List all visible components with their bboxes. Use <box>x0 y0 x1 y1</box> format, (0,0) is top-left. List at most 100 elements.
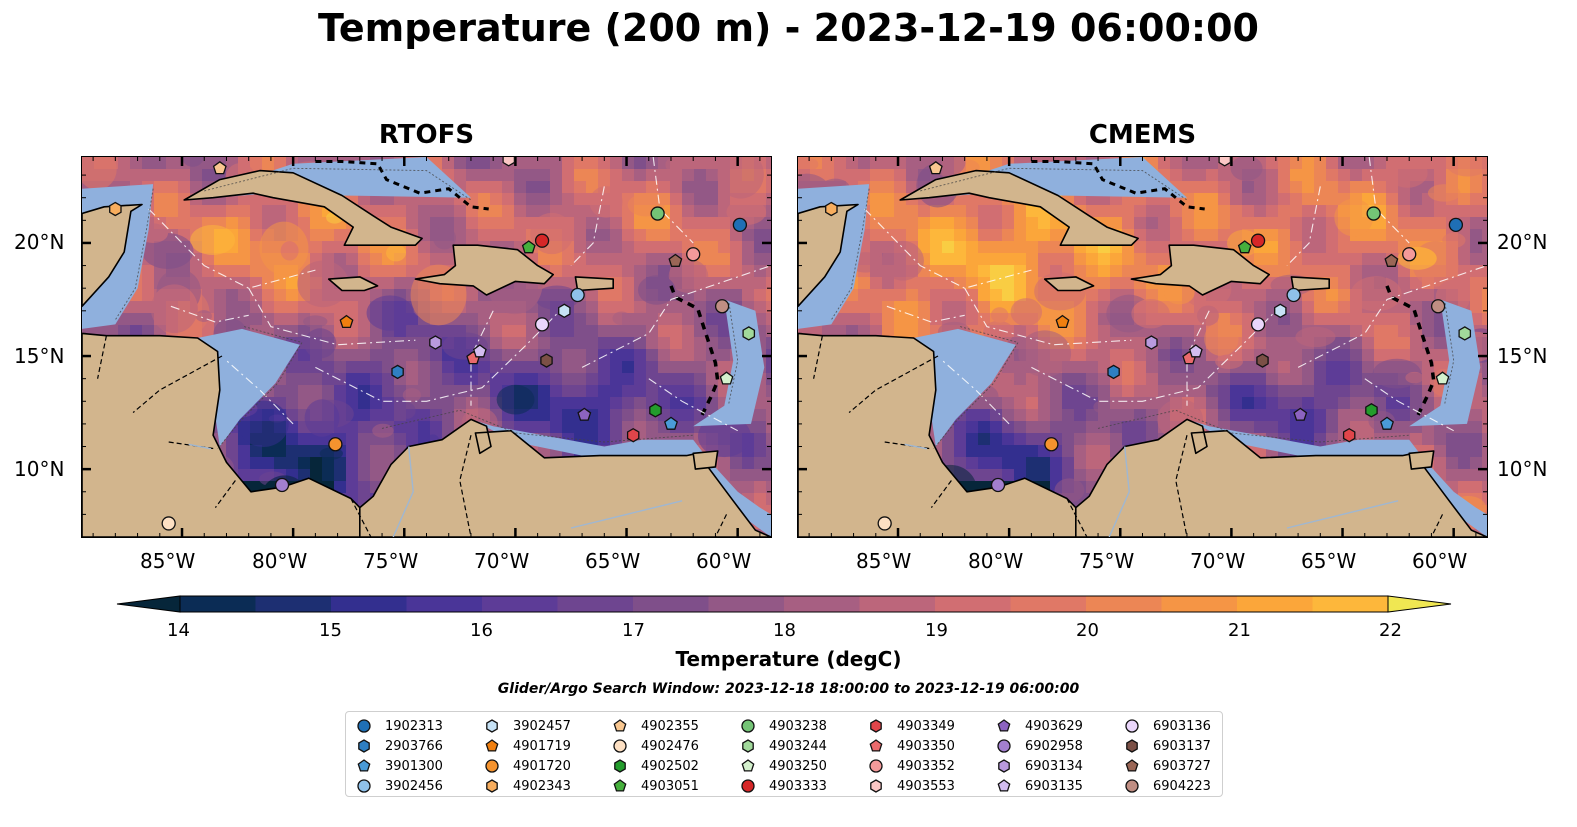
float-marker-3902456 <box>570 287 585 303</box>
hexagon-marker-icon <box>742 739 754 753</box>
legend-item: 6903727 <box>1124 756 1211 776</box>
colorbar-bin <box>1312 596 1389 612</box>
float-marker-4902355 <box>928 160 943 175</box>
pentagon-marker-icon <box>869 739 883 752</box>
float-marker-4902502 <box>649 403 662 418</box>
lon-label: 65°W <box>1301 549 1357 573</box>
legend-label: 4903352 <box>897 758 955 774</box>
lon-label: 85°W <box>140 549 196 573</box>
map-panel-cmems[interactable] <box>797 156 1488 538</box>
hexagon-marker-icon <box>486 719 498 733</box>
float-marker-4902343 <box>825 201 838 217</box>
float-marker-4901719 <box>1055 314 1070 329</box>
float-marker-4902476 <box>877 516 892 531</box>
float-markers <box>825 157 1472 531</box>
float-marker-4901720 <box>1044 437 1059 452</box>
legend-label: 4903553 <box>897 778 955 794</box>
legend-label: 4902476 <box>641 738 699 754</box>
legend-label: 4902343 <box>513 778 571 794</box>
pentagon-marker-icon <box>613 779 627 792</box>
pentagon-marker-icon <box>613 719 627 732</box>
legend-label: 4903629 <box>1025 718 1083 734</box>
pentagon-marker-icon <box>485 739 499 752</box>
float-marker-3902457 <box>1274 303 1287 319</box>
circle-marker-icon <box>741 779 755 793</box>
legend-label: 6903135 <box>1025 778 1083 794</box>
hexagon-marker-icon <box>486 779 498 793</box>
legend-label: 3902457 <box>513 718 571 734</box>
colorbar-tick-label: 16 <box>470 620 493 641</box>
colorbar-tick-label: 18 <box>773 620 796 641</box>
lon-label: 70°W <box>474 549 530 573</box>
float-marker-4901719 <box>339 314 354 329</box>
float-marker-4902343 <box>109 201 122 217</box>
legend-item: 6903135 <box>996 776 1083 796</box>
float-marker-4903349 <box>626 427 640 443</box>
legend-label: 4902355 <box>641 718 699 734</box>
colorbar-tick-label: 20 <box>1076 620 1099 641</box>
float-marker-3901300 <box>1380 416 1394 430</box>
float-marker-4903051 <box>521 240 536 254</box>
legend-label: 4903350 <box>897 738 955 754</box>
float-marker-4903629 <box>1293 407 1308 421</box>
legend-label: 4901720 <box>513 758 571 774</box>
float-marker-4903244 <box>1458 326 1472 341</box>
legend-label: 4903051 <box>641 778 699 794</box>
colorbar-over-triangle <box>1387 595 1452 613</box>
float-marker-6903727 <box>1384 253 1399 267</box>
legend-item: 6903137 <box>1124 736 1211 756</box>
colorbar-frame <box>179 595 1389 613</box>
legend-label: 2903766 <box>385 738 443 754</box>
float-marker-4903250 <box>719 371 734 385</box>
colorbar-bin <box>859 596 936 612</box>
legend-item: 6903136 <box>1124 716 1211 736</box>
lat-label: 15°N <box>1497 344 1548 368</box>
pentagon-marker-icon <box>357 759 371 772</box>
colorbar-bin <box>784 596 860 612</box>
rivers <box>904 443 1399 537</box>
lon-label: 60°W <box>696 549 752 573</box>
colorbar-bin <box>406 596 483 612</box>
legend-label: 6903134 <box>1025 758 1083 774</box>
colorbar-bin <box>1086 596 1162 612</box>
map-rtofs <box>82 157 771 537</box>
float-marker-6903136 <box>534 317 550 332</box>
colorbar-title: Temperature (degC) <box>675 647 902 671</box>
legend-item: 6902958 <box>996 736 1083 756</box>
colorbar-tick-label: 19 <box>925 620 948 641</box>
axis-ticks <box>82 157 771 537</box>
bathymetry-contours <box>830 167 1455 450</box>
legend-label: 3901300 <box>385 758 443 774</box>
float-marker-4903553 <box>1218 157 1232 167</box>
float-marker-3901300 <box>664 416 678 430</box>
legend-item: 4903629 <box>996 716 1083 736</box>
float-legend: 1902313 2903766 3901300 3902456 3902457 49017… <box>345 711 1223 797</box>
legend-item: 4903350 <box>868 736 955 756</box>
legend-item: 1902313 <box>356 716 443 736</box>
legend-item: 4903352 <box>868 756 955 776</box>
float-marker-4903238 <box>650 206 665 221</box>
figure-title: Temperature (200 m) - 2023-12-19 06:00:0… <box>317 6 1259 50</box>
legend-item: 4903238 <box>740 716 827 736</box>
legend-label: 6904223 <box>1153 778 1211 794</box>
axis-ticks <box>798 157 1487 537</box>
circle-marker-icon <box>997 739 1011 753</box>
legend-item: 4901720 <box>484 756 571 776</box>
legend-item: 3902457 <box>484 716 571 736</box>
legend-label: 4903333 <box>769 778 827 794</box>
legend-item: 6903134 <box>996 756 1083 776</box>
float-marker-6903134 <box>1145 335 1158 350</box>
circle-marker-icon <box>741 719 755 733</box>
national-borders <box>97 335 728 537</box>
legend-item: 4903051 <box>612 776 699 796</box>
float-marker-6903727 <box>668 253 683 267</box>
colorbar-bin <box>180 596 256 612</box>
circle-marker-icon <box>357 719 371 733</box>
legend-label: 6903136 <box>1153 718 1211 734</box>
colorbar-bin <box>633 596 709 612</box>
map-panel-rtofs[interactable] <box>81 156 772 538</box>
lon-label: 75°W <box>1079 549 1135 573</box>
bathymetry-contours <box>114 167 739 450</box>
colorbar-bin <box>1237 596 1313 612</box>
lon-label: 75°W <box>363 549 419 573</box>
